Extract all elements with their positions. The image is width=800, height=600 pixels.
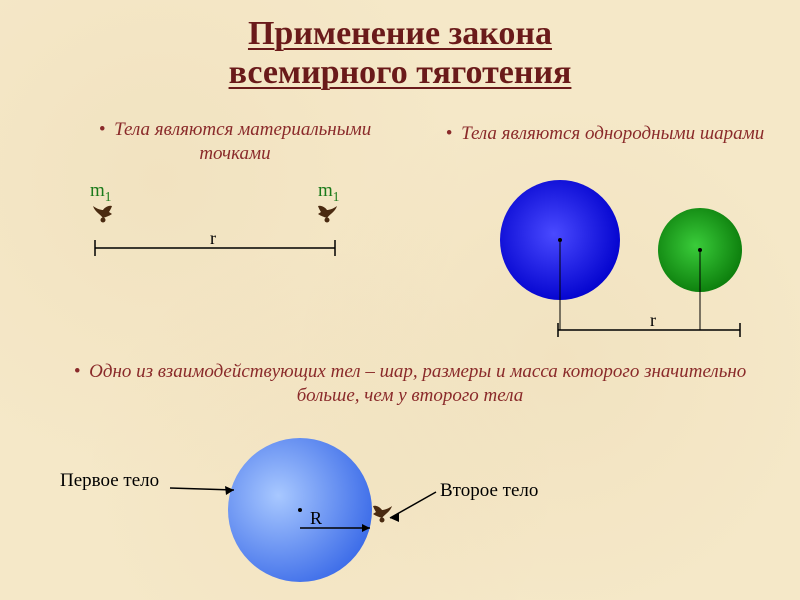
bird-icon-small-body <box>373 506 392 523</box>
case3-body2-label: Второе тело <box>440 480 538 502</box>
case3-arrow2-head <box>390 513 399 522</box>
case3-arrow2 <box>390 492 436 518</box>
case3-body1-label: Первое тело <box>60 470 159 492</box>
case3-arrow1 <box>170 488 234 490</box>
case3-diagram <box>0 0 800 600</box>
case3-R-label: R <box>310 508 322 529</box>
case3-center-dot <box>298 508 302 512</box>
